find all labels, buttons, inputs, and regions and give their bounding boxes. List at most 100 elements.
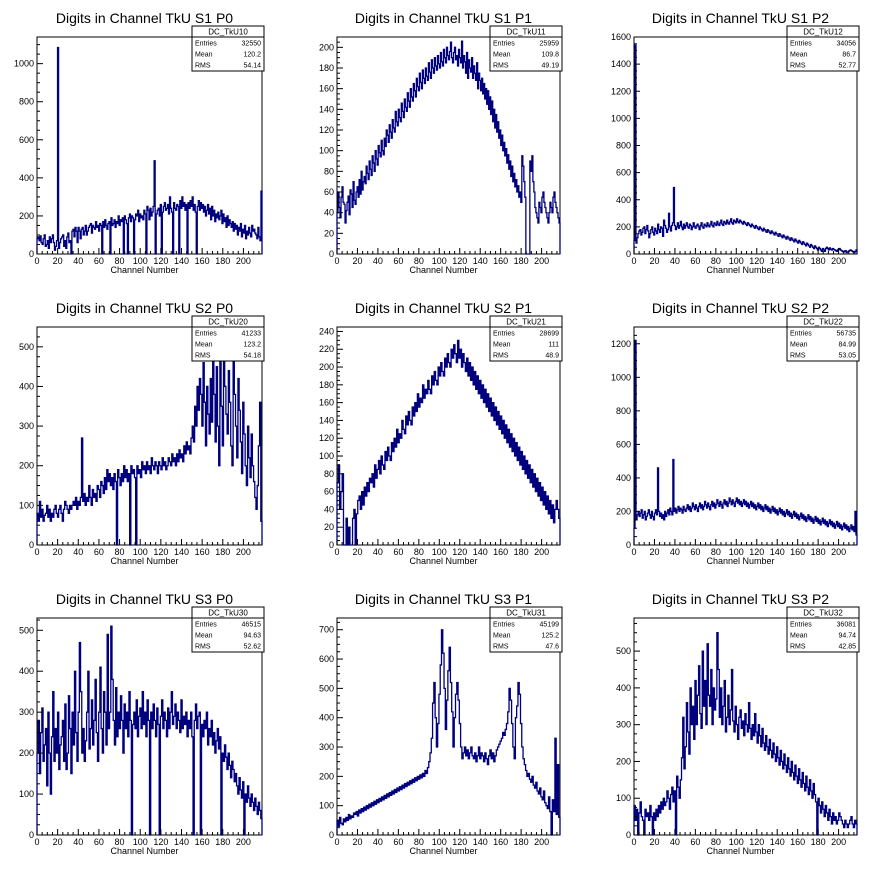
histogram-panel: Digits in Channel TkU S1 P2 0 20 40 60 80 100 1… <box>611 10 860 275</box>
stats-rms-label: RMS <box>790 63 806 70</box>
x-tick-label: 20 <box>649 256 659 266</box>
chart-title: Digits in Channel TkU S3 P2 <box>652 591 829 607</box>
y-tick-label: 120 <box>319 125 334 135</box>
stats-box-name: DC_TkU32 <box>803 609 843 618</box>
x-tick-label: 200 <box>236 256 251 266</box>
x-tick-label: 80 <box>115 256 125 266</box>
y-tick-label: 60 <box>324 487 334 497</box>
stats-mean-label: Mean <box>790 342 808 349</box>
x-tick-label: 200 <box>534 547 549 557</box>
stats-mean-value: 125.2 <box>541 633 559 640</box>
histogram-panel: Digits in Channel TkU S2 P0 0 20 40 60 80 100 1… <box>19 300 265 566</box>
y-tick-label: 400 <box>616 195 631 205</box>
stats-box-name: DC_TkU11 <box>507 28 547 37</box>
histogram-line <box>633 44 858 254</box>
y-tick-label: 400 <box>616 473 631 483</box>
stats-box: DC_TkU32 Entries 36081 Mean 94.74 RMS 42.85 <box>786 606 860 653</box>
histogram-line <box>36 46 263 255</box>
x-axis-label: Channel Number <box>706 846 774 856</box>
stats-box: DC_TkU21 Entries 28699 Mean 111 RMS 48.9 <box>489 315 563 362</box>
stats-entries-value: 32550 <box>242 41 262 48</box>
y-tick-label: 200 <box>616 506 631 516</box>
stats-entries-value: 36081 <box>837 622 857 629</box>
y-tick-label: 300 <box>19 421 34 431</box>
chart-title: Digits in Channel TkU S1 P1 <box>355 10 532 26</box>
stats-rms-label: RMS <box>195 644 211 651</box>
stats-box-frame <box>786 315 860 362</box>
x-tick-label: 0 <box>631 256 636 266</box>
x-tick-label: 20 <box>53 837 63 847</box>
x-tick-label: 200 <box>831 837 846 847</box>
x-axis-label: Channel Number <box>706 265 774 275</box>
x-tick-label: 20 <box>352 547 362 557</box>
y-tick-label: 1600 <box>611 32 631 42</box>
x-tick-label: 180 <box>215 547 230 557</box>
stats-rms-value: 42.85 <box>838 644 856 651</box>
x-tick-label: 40 <box>373 547 383 557</box>
stats-mean-label: Mean <box>493 342 511 349</box>
y-tick-label: 100 <box>616 793 631 803</box>
y-tick-label: 800 <box>616 141 631 151</box>
x-tick-label: 120 <box>452 256 467 266</box>
stats-rms-value: 54.14 <box>243 63 261 70</box>
x-tick-label: 160 <box>195 256 210 266</box>
y-tick-label: 200 <box>616 222 631 232</box>
histogram-line <box>633 632 858 836</box>
y-tick-label: 400 <box>19 666 34 676</box>
stats-box-name: DC_TkU10 <box>208 28 248 37</box>
stats-box-name: DC_TkU30 <box>208 609 248 618</box>
y-tick-label: 500 <box>19 625 34 635</box>
x-tick-label: 140 <box>174 547 189 557</box>
x-tick-label: 120 <box>749 837 764 847</box>
histogram-panel: Digits in Channel TkU S2 P1 0 20 40 60 80 100 1… <box>319 300 563 566</box>
x-tick-label: 100 <box>432 256 447 266</box>
x-tick-label: 160 <box>493 837 508 847</box>
stats-box-frame <box>191 315 265 362</box>
x-tick-label: 160 <box>790 547 805 557</box>
stats-mean-value: 120.2 <box>243 52 261 59</box>
x-tick-label: 100 <box>432 547 447 557</box>
x-tick-label: 0 <box>334 547 339 557</box>
histogram-panel: Digits in Channel TkU S3 P0 0 20 40 60 80 100 1… <box>19 591 265 856</box>
x-tick-label: 180 <box>514 547 529 557</box>
stats-rms-label: RMS <box>493 353 509 360</box>
x-tick-label: 60 <box>690 256 700 266</box>
x-tick-label: 200 <box>236 547 251 557</box>
x-tick-label: 160 <box>790 256 805 266</box>
stats-mean-value: 84.99 <box>838 342 856 349</box>
y-tick-label: 0 <box>329 830 334 840</box>
stats-box: DC_TkU30 Entries 46515 Mean 94.63 RMS 52.62 <box>191 606 265 653</box>
histogram-panel: Digits in Channel TkU S1 P1 0 20 40 60 80 100 1… <box>319 10 563 275</box>
x-tick-label: 100 <box>133 837 148 847</box>
y-tick-label: 100 <box>319 801 334 811</box>
plot-frame <box>336 617 561 836</box>
y-tick-label: 0 <box>626 830 631 840</box>
x-tick-label: 40 <box>670 256 680 266</box>
y-tick-label: 800 <box>19 97 34 107</box>
x-tick-label: 0 <box>34 547 39 557</box>
stats-box-frame <box>191 25 265 72</box>
y-tick-label: 800 <box>616 406 631 416</box>
stats-entries-label: Entries <box>790 41 812 48</box>
stats-rms-value: 52.62 <box>243 644 261 651</box>
stats-mean-value: 86.7 <box>842 52 856 59</box>
stats-rms-label: RMS <box>493 644 509 651</box>
stats-box-name: DC_TkU12 <box>803 28 843 37</box>
x-tick-label: 140 <box>770 256 785 266</box>
stats-rms-value: 54.18 <box>243 353 261 360</box>
stats-entries-value: 28699 <box>540 331 560 338</box>
x-tick-label: 120 <box>153 547 168 557</box>
stats-rms-label: RMS <box>790 644 806 651</box>
x-tick-label: 200 <box>534 256 549 266</box>
y-tick-label: 600 <box>19 135 34 145</box>
chart-title: Digits in Channel TkU S2 P1 <box>355 300 532 316</box>
x-tick-label: 20 <box>53 547 63 557</box>
stats-box-frame <box>786 25 860 72</box>
histogram-line <box>336 629 561 836</box>
histogram-line <box>36 338 263 546</box>
x-tick-label: 60 <box>690 837 700 847</box>
x-tick-label: 160 <box>195 837 210 847</box>
stats-box-frame <box>489 315 563 362</box>
stats-box-name: DC_TkU22 <box>803 318 843 327</box>
x-tick-label: 200 <box>831 256 846 266</box>
